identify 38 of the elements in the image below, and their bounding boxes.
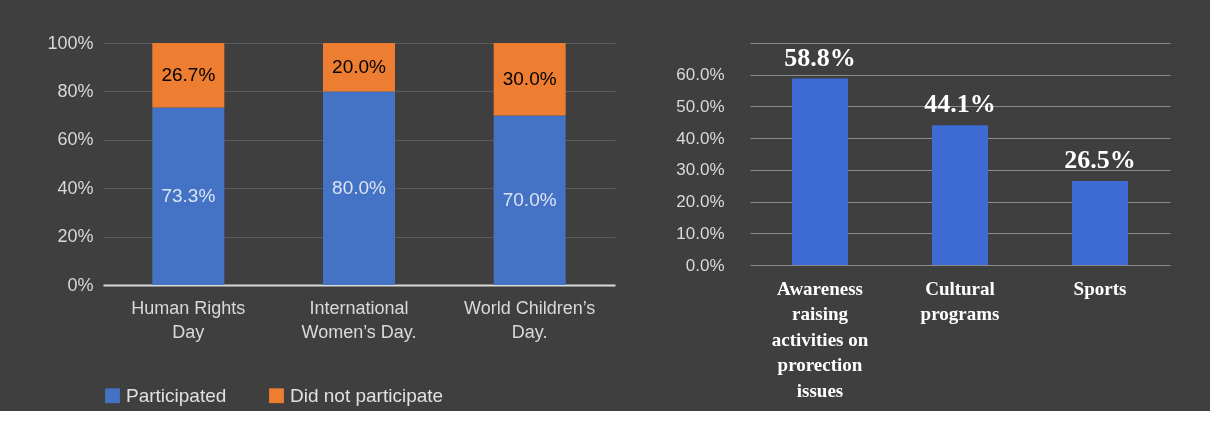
- x-tick-label: Cultural programs: [920, 277, 1000, 325]
- data-label: 73.3%: [161, 185, 216, 207]
- bar: [493, 115, 566, 285]
- y-tick-label: 60.0%: [676, 65, 725, 85]
- data-label: 26.7%: [161, 64, 216, 86]
- data-label: 26.5%: [1064, 144, 1136, 174]
- y-tick-label: 60%: [57, 129, 94, 150]
- data-label: 44.1%: [924, 89, 996, 119]
- y-tick-label: 40%: [57, 177, 94, 198]
- x-tick-label: Sports: [1073, 277, 1127, 299]
- bar: [323, 91, 395, 285]
- x-tick-label: Human Rights Day: [131, 297, 246, 342]
- x-tick-label: World Children’s Day.: [463, 297, 596, 342]
- bar: [792, 78, 848, 265]
- x-tick-label: International Women’s Day.: [301, 297, 417, 342]
- y-tick-label: 20%: [57, 226, 94, 247]
- data-label: 80.0%: [332, 177, 387, 199]
- y-tick-label: 100%: [47, 32, 94, 53]
- y-tick-label: 0%: [67, 274, 94, 295]
- bar: [493, 43, 566, 116]
- y-tick-label: 20.0%: [676, 192, 725, 212]
- bar: [152, 107, 225, 285]
- data-label: 30.0%: [502, 68, 557, 90]
- x-tick-label: Awareness raising activities on prorection issues: [771, 277, 869, 402]
- y-tick-label: 80%: [57, 80, 94, 101]
- y-tick-label: 50.0%: [676, 96, 725, 116]
- y-tick-label: 0.0%: [685, 255, 725, 275]
- bar: [1072, 180, 1128, 265]
- data-label: 58.8%: [784, 42, 856, 72]
- bar: [152, 43, 225, 108]
- data-label: 70.0%: [502, 189, 557, 211]
- legend-label: Participated: [126, 384, 227, 406]
- data-label: 20.0%: [332, 56, 387, 78]
- bar: [932, 125, 988, 265]
- y-tick-label: 30.0%: [676, 160, 725, 180]
- y-tick-label: 40.0%: [676, 128, 725, 148]
- y-tick-label: 10.0%: [676, 223, 725, 243]
- legend-label: Did not participate: [290, 384, 444, 406]
